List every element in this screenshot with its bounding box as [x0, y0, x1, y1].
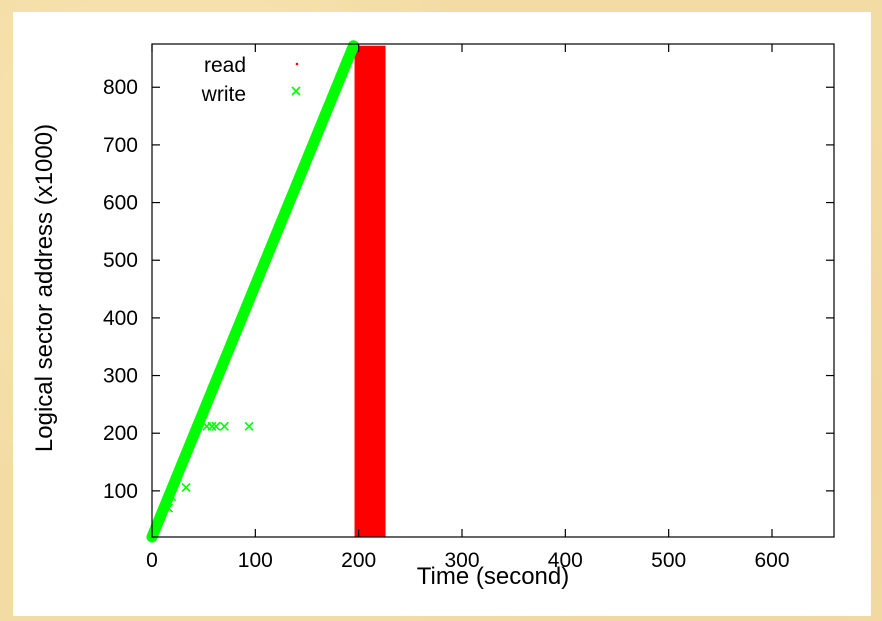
write-point [181, 482, 191, 492]
y-axis-label: Logical sector address (x1000) [31, 124, 58, 452]
legend: read write [201, 54, 301, 106]
legend-label-write: write [201, 83, 246, 106]
write-point [211, 421, 221, 431]
x-tick-label: 0 [146, 549, 158, 572]
y-tick-label: 800 [103, 76, 138, 99]
write-series-band [146, 40, 359, 543]
x-tick-label: 600 [754, 549, 789, 572]
write-point-stroke [219, 421, 229, 431]
x-tick-label: 100 [238, 549, 273, 572]
write-point-stroke [167, 492, 177, 502]
read-series-region [354, 45, 386, 537]
plot-frame [151, 43, 835, 538]
y-tick-label: 700 [103, 134, 138, 157]
axis-ticks: 0 100 200 300 400 500 600 100 200 300 400 500 600 700… [103, 44, 834, 572]
write-point-stroke [207, 421, 217, 431]
write-point [244, 421, 254, 431]
write-point-stroke [211, 421, 221, 431]
y-tick-label: 300 [103, 365, 138, 388]
y-tick-label: 600 [103, 192, 138, 215]
write-point-stroke [163, 503, 174, 513]
x-tick-label: 500 [651, 549, 686, 572]
write-point [219, 421, 229, 431]
x-axis-label: Time (second) [417, 563, 569, 590]
write-point [167, 492, 177, 502]
legend-label-read: read [204, 54, 246, 77]
y-tick-label: 400 [103, 307, 138, 330]
legend-marker-write [291, 86, 301, 96]
x-tick-label: 200 [341, 549, 376, 572]
write-point-stroke [181, 482, 191, 492]
y-tick-label: 200 [103, 422, 138, 445]
legend-marker-read [295, 62, 299, 66]
y-tick-label: 100 [103, 480, 138, 503]
write-point [207, 421, 217, 431]
write-point [163, 503, 174, 513]
write-point-stroke [244, 421, 254, 431]
y-tick-label: 500 [103, 249, 138, 272]
x-tick-label: 400 [548, 549, 583, 572]
chart-marks [146, 40, 386, 543]
x-tick-label: 300 [444, 549, 479, 572]
